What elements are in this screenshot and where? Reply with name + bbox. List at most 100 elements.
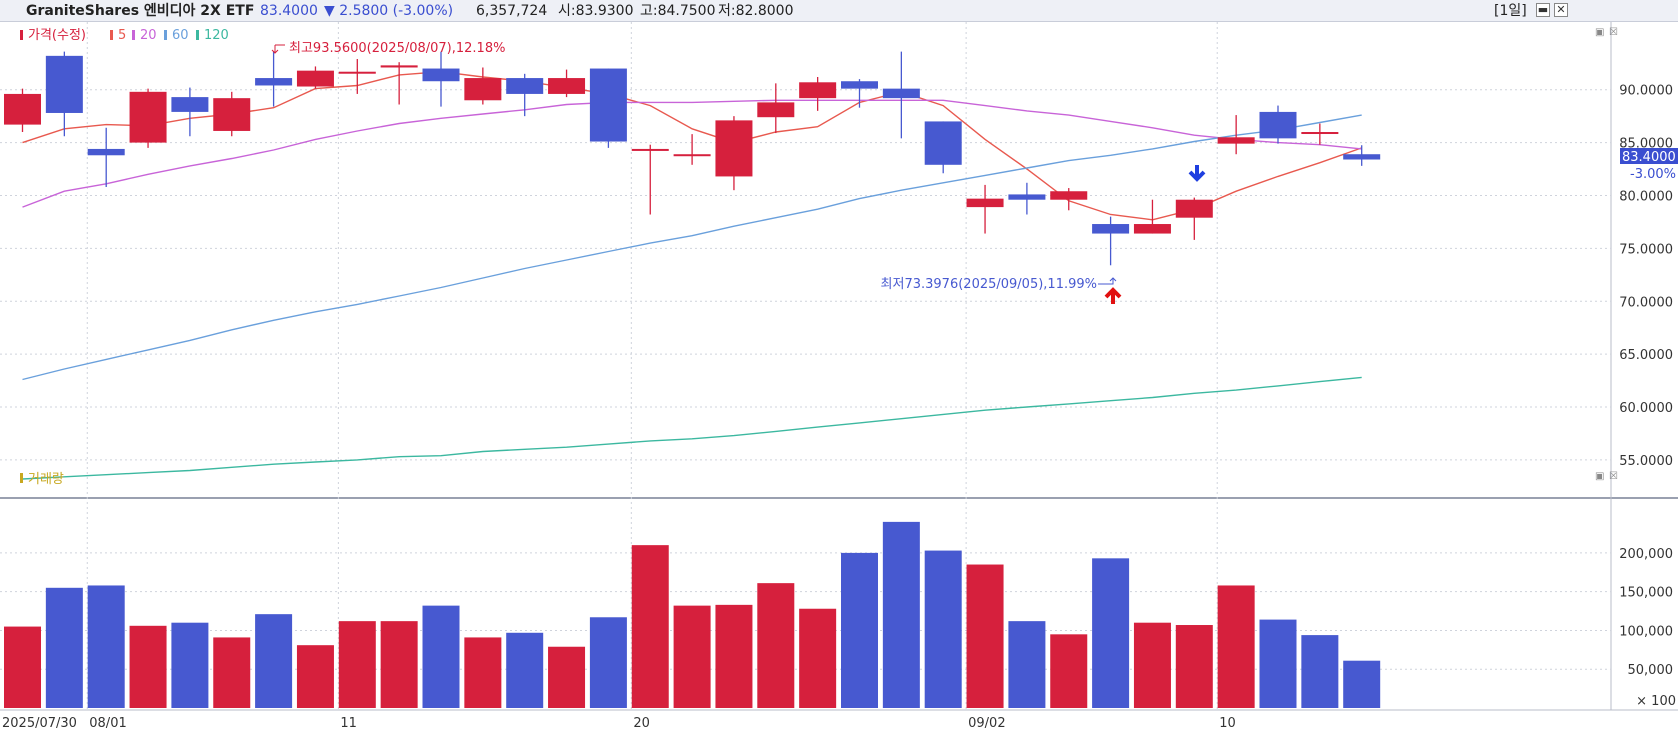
price-tick-label: 60.0000 (1619, 401, 1673, 416)
candle-body (380, 65, 418, 68)
high-annotation: 최고93.5600(2025/08/07),12.18% (271, 41, 505, 56)
x-tick-label: 08/01 (89, 716, 126, 731)
candle (1008, 182, 1046, 215)
candles (4, 51, 1381, 266)
candle-body (1092, 224, 1130, 234)
volume-bar (799, 608, 837, 708)
candle-body (87, 148, 125, 156)
candle (129, 88, 167, 148)
ma-line-120 (22, 376, 1362, 480)
candle (1301, 123, 1339, 145)
volume-bar (715, 604, 753, 708)
price-change: ▼ 2.5800 (-3.00%) (324, 3, 454, 19)
volume-panel-max-icon[interactable]: ▣ (1595, 471, 1604, 482)
sell-arrow-icon (1188, 165, 1206, 182)
volume-bar (1343, 660, 1381, 708)
volume-bar (1217, 585, 1255, 708)
legend-ma5: 5 (118, 28, 126, 43)
volume-bar (45, 587, 83, 708)
candle (213, 91, 251, 137)
candle-body (673, 154, 711, 157)
candle (380, 62, 418, 105)
volume-bar (966, 564, 1004, 708)
candle (4, 88, 41, 133)
legend-ma60: 60 (172, 28, 189, 43)
candle-body (1217, 137, 1255, 144)
low-annotation-text: 최저73.3976(2025/09/05),11.99% (881, 277, 1097, 292)
candle-body (213, 98, 251, 131)
volume-legend: 거래량 (20, 472, 64, 487)
panel-close-icon[interactable]: ☒ (1609, 27, 1618, 38)
volume-bar (548, 646, 586, 708)
price-tick-label: 65.0000 (1619, 348, 1673, 363)
candle (506, 73, 544, 117)
candle (673, 134, 711, 165)
volume-bar (1008, 621, 1046, 708)
volume-bar (1092, 558, 1130, 708)
volume-bar (1175, 625, 1213, 708)
x-tick-label: 11 (340, 716, 357, 731)
candle-body (589, 68, 627, 142)
current-price: 83.4000 (260, 3, 318, 19)
volume-bar (4, 626, 41, 708)
volume-bar (924, 550, 962, 708)
volume-tick-label: 150,000 (1619, 586, 1673, 601)
candle (882, 51, 920, 139)
candle-body (966, 198, 1004, 208)
volume-panel-close-icon[interactable]: ☒ (1609, 471, 1618, 482)
chart-area[interactable]: 90.0000 85.0000 80.0000 75.0000 70.0000 65.00… (0, 22, 1678, 735)
candle (548, 69, 586, 98)
candle-body (715, 120, 753, 177)
volume-bar (757, 583, 795, 708)
volume-bar (1259, 619, 1297, 708)
header-bar: GraniteShares 엔비디아 2X ETF 83.4000 ▼ 2.58… (0, 0, 1678, 22)
volume-bar (213, 637, 251, 708)
candle-body (338, 71, 376, 74)
ma-line-60 (22, 114, 1362, 381)
volume-bar (1133, 622, 1171, 708)
candle-body (1259, 111, 1297, 139)
candle (296, 66, 334, 89)
volume-bar (296, 645, 334, 708)
candle-body (548, 78, 586, 94)
high-annotation-text: 최고93.5600(2025/08/07),12.18% (289, 41, 505, 56)
volume-bar (589, 617, 627, 708)
candle (1259, 105, 1297, 144)
legend-ma120: 120 (204, 28, 229, 43)
candle-body (255, 78, 293, 86)
period-selector[interactable]: [1일] (1494, 3, 1527, 19)
candle (338, 59, 376, 94)
volume-bar (87, 585, 125, 708)
volume-bar (841, 552, 878, 708)
candle-body (799, 82, 837, 99)
candle (631, 144, 669, 215)
candle (715, 116, 753, 191)
high-price: 고:84.7500 (640, 3, 716, 19)
candle (841, 79, 878, 108)
volume-bar (171, 622, 209, 708)
volume-tick-label: 50,000 (1628, 663, 1674, 678)
candle (757, 83, 795, 134)
volume-tick-label: 100,000 (1619, 624, 1673, 639)
candle-body (4, 93, 41, 125)
candle-body (841, 81, 878, 89)
volume-bar (464, 637, 502, 708)
volume-bar (129, 625, 167, 708)
volume-bar (506, 632, 544, 708)
stock-title: GraniteShares 엔비디아 2X ETF (26, 3, 255, 19)
candle (422, 51, 460, 107)
volume-tick-label: 200,000 (1619, 547, 1673, 562)
candle-body (631, 148, 669, 151)
x-tick-label: 09/02 (968, 716, 1005, 731)
ma-line-20 (22, 99, 1362, 208)
candle-body (464, 78, 502, 101)
close-icon[interactable]: ✕ (1554, 3, 1568, 17)
volume-bar (673, 605, 711, 708)
minimize-icon[interactable]: ▬ (1536, 3, 1550, 17)
candle (1050, 188, 1088, 211)
candle-body (45, 55, 83, 113)
legend-ma20: 20 (140, 28, 157, 43)
panel-max-icon[interactable]: ▣ (1595, 27, 1604, 38)
candle-body (422, 68, 460, 82)
